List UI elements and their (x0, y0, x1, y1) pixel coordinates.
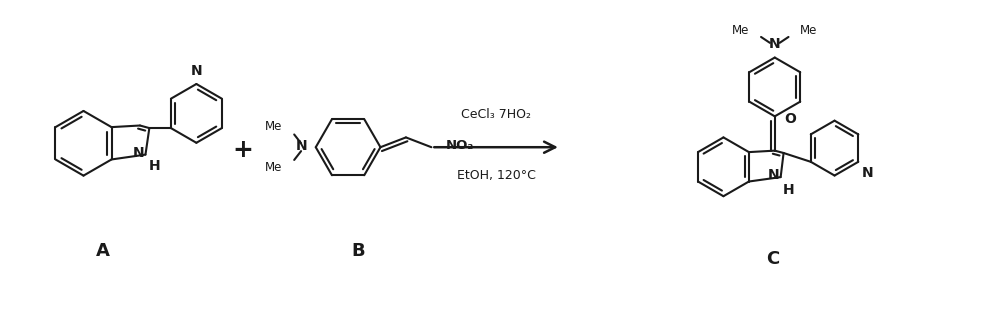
Text: A: A (96, 242, 110, 260)
Text: N: N (862, 166, 874, 180)
Text: Me: Me (265, 120, 282, 133)
Text: O: O (785, 112, 796, 126)
Text: NO₂: NO₂ (446, 139, 474, 152)
Text: N: N (768, 168, 780, 182)
Text: N: N (769, 37, 781, 51)
Text: Me: Me (265, 161, 282, 174)
Text: N: N (191, 64, 202, 78)
Text: H: H (148, 159, 160, 173)
Text: +: + (233, 138, 254, 162)
Text: EtOH, 120°C: EtOH, 120°C (457, 169, 536, 182)
Text: Me: Me (800, 24, 818, 37)
Text: N: N (133, 146, 144, 160)
Text: C: C (766, 250, 779, 268)
Text: N: N (295, 139, 307, 153)
Text: B: B (351, 242, 365, 260)
Text: H: H (783, 183, 794, 197)
Text: Me: Me (732, 24, 749, 37)
Text: CeCl₃ 7HO₂: CeCl₃ 7HO₂ (461, 108, 531, 121)
